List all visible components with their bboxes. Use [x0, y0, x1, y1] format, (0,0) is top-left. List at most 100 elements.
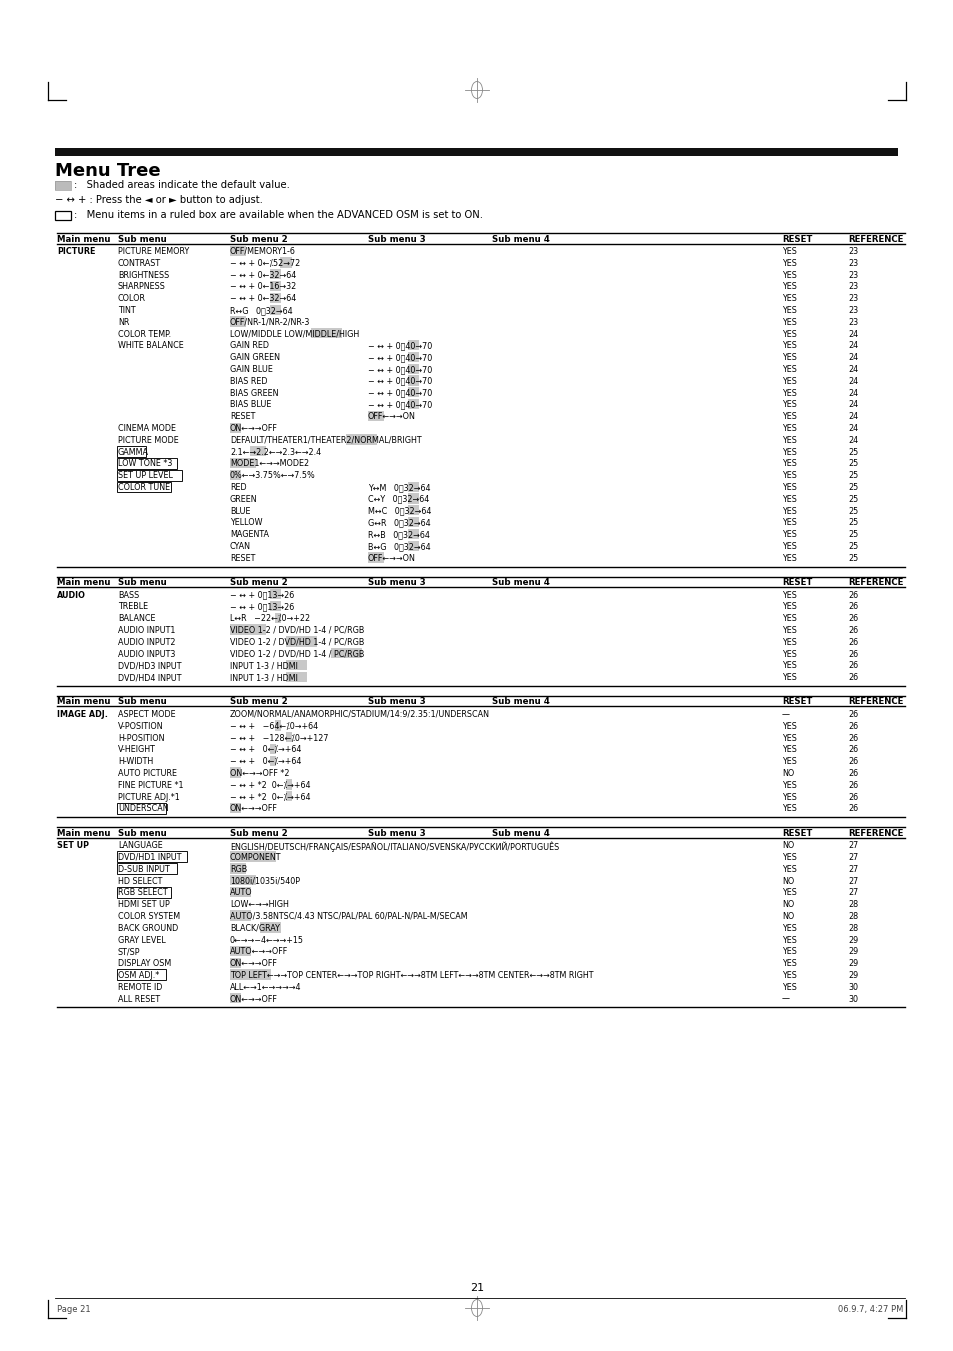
- Text: YES: YES: [781, 734, 796, 743]
- Text: YES: YES: [781, 305, 796, 315]
- Text: 29: 29: [847, 936, 858, 944]
- Bar: [408, 493, 419, 504]
- Text: COMPONENT: COMPONENT: [230, 852, 281, 862]
- Text: YES: YES: [781, 471, 796, 480]
- Bar: [285, 732, 292, 743]
- Text: RESET: RESET: [781, 697, 812, 707]
- Text: YES: YES: [781, 662, 796, 670]
- Text: Sub menu 3: Sub menu 3: [368, 828, 425, 838]
- Bar: [117, 802, 166, 813]
- Bar: [117, 470, 181, 481]
- Text: YES: YES: [781, 389, 796, 397]
- Text: 25: 25: [847, 471, 858, 480]
- Text: ENGLISH/DEUTSCH/FRANÇAIS/ESPAÑOL/ITALIANO/SVENSKA/PУССКИЙ/PORTUGUÊS: ENGLISH/DEUTSCH/FRANÇAIS/ESPAÑOL/ITALIAN…: [230, 842, 558, 851]
- Text: AUDIO INPUT1: AUDIO INPUT1: [118, 626, 175, 635]
- Text: 25: 25: [847, 459, 858, 469]
- Text: Sub menu 4: Sub menu 4: [492, 697, 549, 707]
- Text: − ↔ + 0←16→32: − ↔ + 0←16→32: [230, 282, 296, 292]
- Text: 26: 26: [847, 603, 858, 612]
- Text: − ↔ +   −64←⁒0→+64: − ↔ + −64←⁒0→+64: [230, 721, 317, 731]
- Text: AUTO PICTURE: AUTO PICTURE: [118, 769, 177, 778]
- Text: Main menu: Main menu: [57, 697, 111, 707]
- Text: —: —: [781, 994, 789, 1004]
- Text: 26: 26: [847, 650, 858, 658]
- Text: OSM ADJ.*: OSM ADJ.*: [118, 971, 159, 979]
- Text: BRIGHTNESS: BRIGHTNESS: [118, 270, 169, 280]
- Bar: [117, 970, 166, 981]
- Text: − ↔ + 0ᤀ40→70: − ↔ + 0ᤀ40→70: [368, 342, 432, 350]
- Text: − ↔ + 0ᤀ13→26: − ↔ + 0ᤀ13→26: [230, 590, 294, 600]
- Text: —: —: [781, 711, 789, 719]
- Text: 30: 30: [847, 994, 857, 1004]
- Text: AUDIO INPUT3: AUDIO INPUT3: [118, 650, 175, 658]
- Bar: [285, 636, 316, 647]
- Text: 26: 26: [847, 662, 858, 670]
- Bar: [230, 993, 241, 1004]
- Text: − ↔ + : Press the ◄ or ► button to adjust.: − ↔ + : Press the ◄ or ► button to adjus…: [55, 195, 263, 205]
- Bar: [230, 946, 251, 957]
- Text: MODE1←→→MODE2: MODE1←→→MODE2: [230, 459, 309, 469]
- Text: RESET: RESET: [230, 554, 255, 563]
- Bar: [285, 659, 307, 670]
- Text: 21: 21: [470, 1283, 483, 1293]
- Bar: [230, 246, 246, 255]
- Text: 24: 24: [847, 353, 858, 362]
- Text: YES: YES: [781, 365, 796, 374]
- Text: 24: 24: [847, 400, 858, 409]
- Text: NO: NO: [781, 842, 794, 850]
- Text: YES: YES: [781, 638, 796, 647]
- Bar: [368, 553, 384, 562]
- Text: 27: 27: [847, 865, 858, 874]
- Text: ON←→→OFF *2: ON←→→OFF *2: [230, 769, 289, 778]
- Text: 26: 26: [847, 626, 858, 635]
- Text: Y↔M   0ᤀ32→64: Y↔M 0ᤀ32→64: [368, 484, 430, 492]
- Text: YES: YES: [781, 519, 796, 527]
- Text: R↔B   0ᤀ32→64: R↔B 0ᤀ32→64: [368, 530, 430, 539]
- Text: GAIN GREEN: GAIN GREEN: [230, 353, 280, 362]
- Text: ALL←→1←→→→→4: ALL←→1←→→→→4: [230, 982, 301, 992]
- Text: 25: 25: [847, 530, 858, 539]
- Text: VIDEO 1-2 / DVD/HD 1-4 / PC/RGB: VIDEO 1-2 / DVD/HD 1-4 / PC/RGB: [230, 638, 364, 647]
- Text: − ↔ + *2  0←⁒→+64: − ↔ + *2 0←⁒→+64: [230, 793, 310, 801]
- Text: COLOR TEMP.: COLOR TEMP.: [118, 330, 171, 339]
- Text: YES: YES: [781, 650, 796, 658]
- Bar: [408, 340, 419, 350]
- Text: YES: YES: [781, 889, 796, 897]
- Text: DVD/HD1 INPUT: DVD/HD1 INPUT: [118, 852, 181, 862]
- Text: 25: 25: [847, 494, 858, 504]
- Bar: [408, 505, 419, 515]
- Text: M↔C   0ᤀ32→64: M↔C 0ᤀ32→64: [368, 507, 431, 516]
- Text: LOW←→→HIGH: LOW←→→HIGH: [230, 900, 289, 909]
- Text: B↔G   0ᤀ32→64: B↔G 0ᤀ32→64: [368, 542, 430, 551]
- Text: V-HEIGHT: V-HEIGHT: [118, 746, 155, 754]
- Text: Sub menu 3: Sub menu 3: [368, 697, 425, 707]
- Text: HDMI SET UP: HDMI SET UP: [118, 900, 170, 909]
- Text: 30: 30: [847, 982, 857, 992]
- Text: UNDERSCAN: UNDERSCAN: [118, 804, 169, 813]
- Text: PICTURE MEMORY: PICTURE MEMORY: [118, 247, 189, 255]
- Bar: [270, 589, 281, 600]
- Text: ALL RESET: ALL RESET: [118, 994, 160, 1004]
- Text: Sub menu: Sub menu: [118, 697, 167, 707]
- Text: AUTO←→→OFF: AUTO←→→OFF: [230, 947, 288, 957]
- Text: Sub menu: Sub menu: [118, 578, 167, 588]
- Text: Sub menu 2: Sub menu 2: [230, 235, 288, 243]
- Text: CONTRAST: CONTRAST: [118, 259, 161, 267]
- Text: TREBLE: TREBLE: [118, 603, 148, 612]
- Text: 25: 25: [847, 519, 858, 527]
- Bar: [230, 624, 266, 635]
- Text: AUDIO INPUT2: AUDIO INPUT2: [118, 638, 175, 647]
- Bar: [117, 851, 187, 862]
- Text: Sub menu 3: Sub menu 3: [368, 235, 425, 243]
- Text: Sub menu: Sub menu: [118, 235, 167, 243]
- Text: YES: YES: [781, 757, 796, 766]
- Text: COLOR: COLOR: [118, 295, 146, 303]
- Text: ON←→→OFF: ON←→→OFF: [230, 424, 277, 434]
- Text: BLACK/GRAY: BLACK/GRAY: [230, 924, 279, 932]
- Text: 27: 27: [847, 877, 858, 886]
- Text: ASPECT MODE: ASPECT MODE: [118, 711, 175, 719]
- Text: Main menu: Main menu: [57, 578, 111, 588]
- Bar: [311, 328, 342, 338]
- Text: REFERENCE: REFERENCE: [847, 578, 902, 588]
- Text: − ↔ + 0ᤀ40→70: − ↔ + 0ᤀ40→70: [368, 389, 432, 397]
